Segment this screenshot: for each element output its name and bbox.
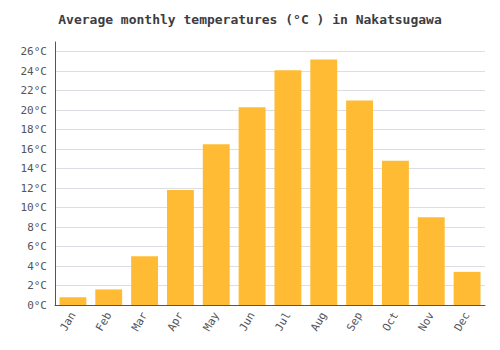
svg-text:8°C: 8°C	[27, 221, 47, 234]
svg-text:May: May	[201, 309, 222, 333]
svg-text:24°C: 24°C	[21, 65, 48, 78]
svg-text:6°C: 6°C	[27, 240, 47, 253]
svg-text:Mar: Mar	[129, 309, 150, 333]
svg-text:Average monthly temperatures (: Average monthly temperatures (°C ) in Na…	[58, 12, 442, 27]
svg-text:22°C: 22°C	[21, 84, 48, 97]
svg-text:20°C: 20°C	[21, 104, 48, 117]
svg-text:Jun: Jun	[237, 310, 258, 334]
svg-text:16°C: 16°C	[21, 143, 48, 156]
svg-text:Apr: Apr	[165, 309, 186, 333]
svg-text:18°C: 18°C	[21, 123, 48, 136]
svg-text:2°C: 2°C	[27, 279, 47, 292]
svg-text:0°C: 0°C	[27, 299, 47, 312]
svg-text:Sep: Sep	[344, 310, 365, 334]
svg-text:Jan: Jan	[57, 310, 78, 334]
svg-text:Dec: Dec	[452, 310, 473, 334]
svg-text:12°C: 12°C	[21, 182, 48, 195]
svg-text:Jul: Jul	[272, 310, 293, 334]
svg-text:4°C: 4°C	[27, 260, 47, 273]
svg-text:Nov: Nov	[416, 309, 437, 333]
svg-text:Feb: Feb	[93, 310, 114, 334]
svg-text:10°C: 10°C	[21, 201, 48, 214]
svg-text:14°C: 14°C	[21, 162, 48, 175]
svg-text:Oct: Oct	[380, 310, 401, 334]
svg-text:26°C: 26°C	[21, 45, 48, 58]
svg-text:Aug: Aug	[308, 310, 329, 334]
